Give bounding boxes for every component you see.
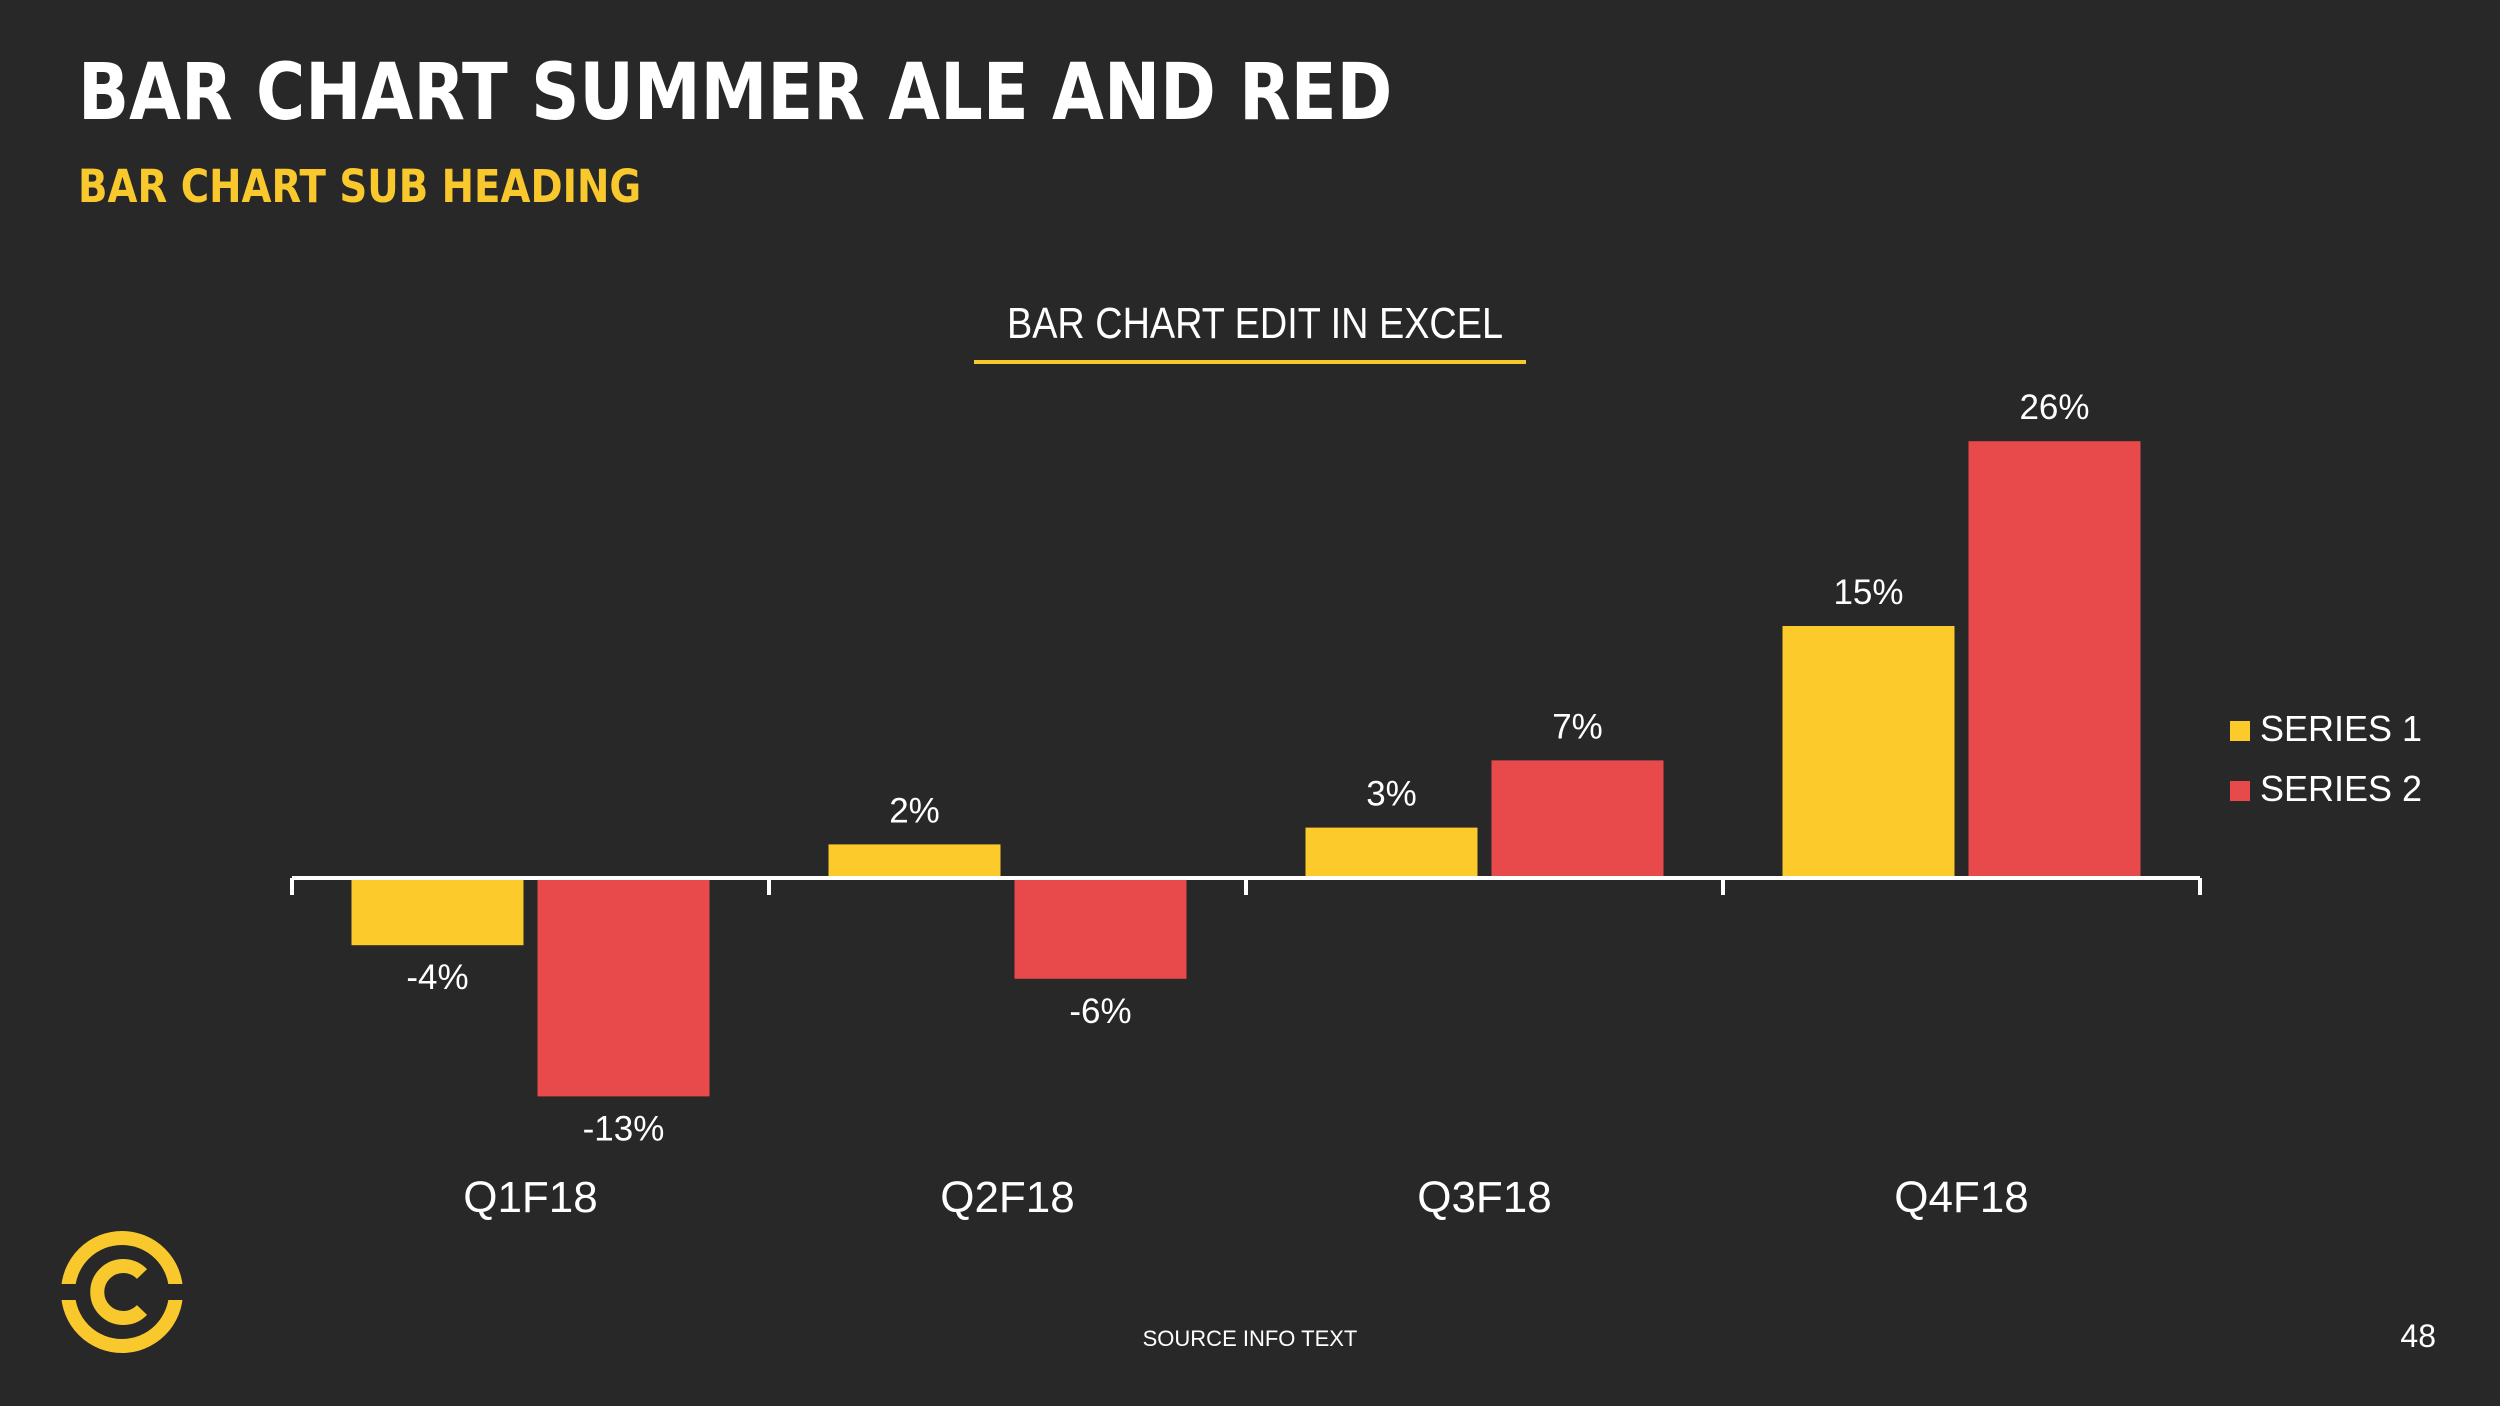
category-label-q2f18: Q2F18 bbox=[940, 1173, 1075, 1222]
source-text: SOURCE INFO TEXT bbox=[1142, 1326, 1358, 1351]
data-label-q1f18-series-2: -13% bbox=[583, 1109, 665, 1148]
legend-swatch-series-2 bbox=[2230, 781, 2250, 801]
bar-q2f18-series-2 bbox=[1014, 878, 1187, 979]
legend-label-series-2: SERIES 2 bbox=[2260, 768, 2422, 809]
data-label-q2f18-series-1: 2% bbox=[889, 791, 940, 830]
category-labels: Q1F18 Q2F18 Q3F18 Q4F18 bbox=[463, 1173, 2029, 1222]
bar-q1f18-series-2 bbox=[537, 878, 710, 1097]
category-label-q3f18: Q3F18 bbox=[1417, 1173, 1552, 1222]
bar-q2f18-series-1 bbox=[828, 844, 1001, 878]
data-label-q4f18-series-1: 15% bbox=[1833, 573, 1903, 612]
data-label-q1f18-series-1: -4% bbox=[406, 958, 468, 997]
legend-swatch-series-1 bbox=[2230, 721, 2250, 741]
bar-q4f18-series-1 bbox=[1782, 626, 1955, 878]
category-label-q1f18: Q1F18 bbox=[463, 1173, 598, 1222]
page-number: 48 bbox=[2400, 1318, 2436, 1354]
slide-subtitle: BAR CHART SUB HEADING bbox=[78, 160, 642, 213]
bar-q3f18-series-1 bbox=[1305, 827, 1478, 878]
data-label-q4f18-series-2: 26% bbox=[2019, 388, 2089, 427]
data-label-q2f18-series-2: -6% bbox=[1069, 992, 1131, 1031]
comedy-central-c-logo-icon bbox=[60, 1231, 184, 1353]
chart-title: BAR CHART EDIT IN EXCEL bbox=[1007, 298, 1503, 347]
bar-q1f18-series-1 bbox=[351, 878, 524, 946]
slide-title: BAR CHART SUMMER ALE AND RED bbox=[78, 48, 1393, 138]
data-labels: -4% -13% 2% -6% 3% 7% 15% 26% bbox=[406, 388, 2089, 1148]
bar-q4f18-series-2 bbox=[1968, 441, 2141, 878]
bars-layer bbox=[351, 441, 2141, 1097]
category-label-q4f18: Q4F18 bbox=[1894, 1173, 2029, 1222]
legend-label-series-1: SERIES 1 bbox=[2260, 708, 2422, 749]
data-label-q3f18-series-2: 7% bbox=[1552, 707, 1603, 746]
legend: SERIES 1 SERIES 2 bbox=[2230, 708, 2422, 809]
bar-q3f18-series-2 bbox=[1491, 760, 1664, 878]
data-label-q3f18-series-1: 3% bbox=[1366, 775, 1417, 814]
x-axis bbox=[290, 876, 2202, 895]
